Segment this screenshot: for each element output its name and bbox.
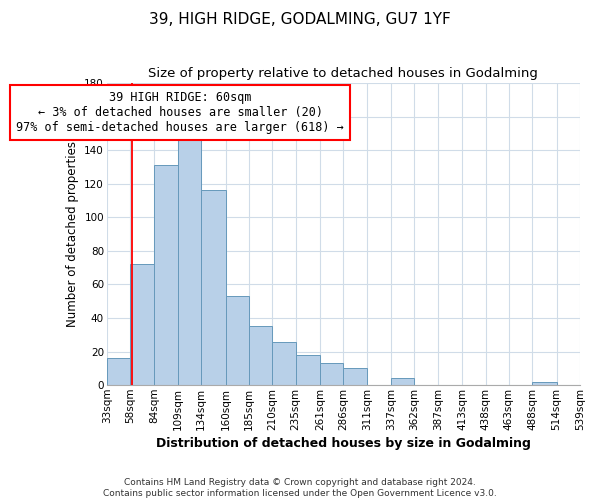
Bar <box>107 358 130 385</box>
Bar <box>532 382 557 385</box>
Bar <box>178 138 201 385</box>
Bar <box>343 368 367 385</box>
Bar <box>296 355 320 385</box>
Bar <box>130 264 154 385</box>
Title: Size of property relative to detached houses in Godalming: Size of property relative to detached ho… <box>148 68 538 80</box>
Bar <box>201 190 226 385</box>
Bar <box>249 326 272 385</box>
Bar <box>226 296 249 385</box>
Bar <box>154 166 178 385</box>
X-axis label: Distribution of detached houses by size in Godalming: Distribution of detached houses by size … <box>156 437 531 450</box>
Bar <box>272 342 296 385</box>
Bar <box>391 378 415 385</box>
Bar <box>320 364 343 385</box>
Text: 39, HIGH RIDGE, GODALMING, GU7 1YF: 39, HIGH RIDGE, GODALMING, GU7 1YF <box>149 12 451 28</box>
Text: Contains HM Land Registry data © Crown copyright and database right 2024.
Contai: Contains HM Land Registry data © Crown c… <box>103 478 497 498</box>
Text: 39 HIGH RIDGE: 60sqm
← 3% of detached houses are smaller (20)
97% of semi-detach: 39 HIGH RIDGE: 60sqm ← 3% of detached ho… <box>16 90 344 134</box>
Y-axis label: Number of detached properties: Number of detached properties <box>66 141 79 327</box>
